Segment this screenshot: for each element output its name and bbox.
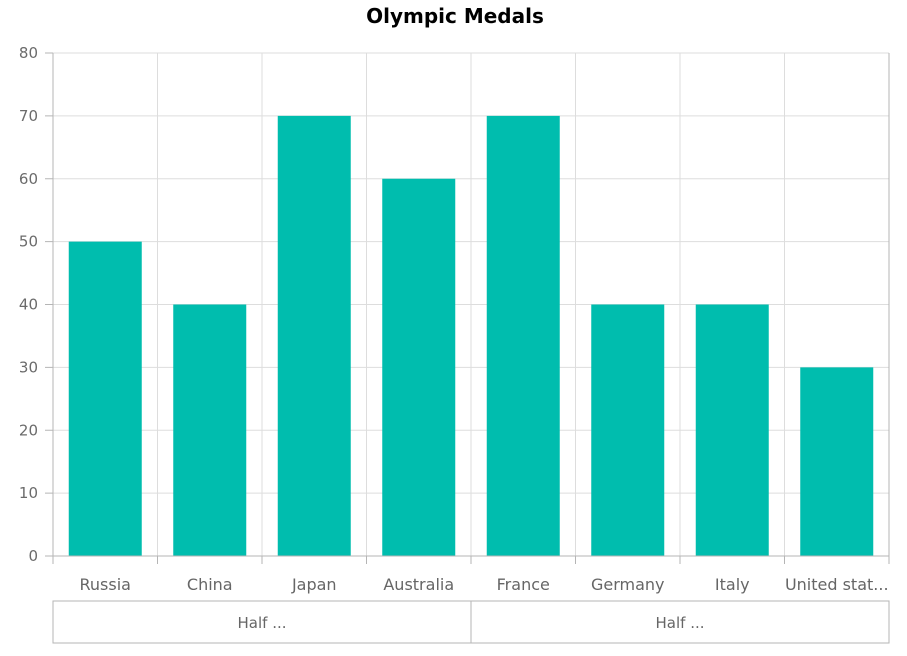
y-tick-label: 10: [19, 484, 38, 502]
x-tick-label: Russia: [80, 575, 131, 594]
y-tick-label: 0: [28, 547, 38, 565]
x-tick-label: Italy: [715, 575, 750, 594]
y-tick-label: 30: [19, 358, 38, 376]
x-tick-label: Germany: [591, 575, 665, 594]
x-tick-label: China: [187, 575, 233, 594]
bar: [486, 115, 560, 556]
axes: [45, 52, 890, 644]
y-tick-label: 40: [19, 296, 38, 314]
bar: [173, 304, 247, 556]
bar: [382, 178, 456, 556]
y-tick-label: 50: [19, 233, 38, 251]
bar: [277, 115, 351, 556]
group-label: Half ...: [238, 614, 287, 632]
axis-labels: 0 10 20 30 40 50 60 70 80 Russia China Japan Austral…: [19, 44, 889, 632]
chart-title: Olympic Medals: [366, 4, 544, 28]
bar: [800, 367, 874, 556]
y-tick-label: 20: [19, 421, 38, 439]
group-box: [470, 600, 890, 644]
bar: [591, 304, 665, 556]
grid-lines: [53, 52, 889, 556]
y-tick-label: 60: [19, 170, 38, 188]
x-tick-label: France: [497, 575, 550, 594]
x-tick-label: Australia: [383, 575, 454, 594]
bar: [68, 241, 142, 556]
y-tick-label: 70: [19, 107, 38, 125]
group-label: Half ...: [656, 614, 705, 632]
x-tick-label: Japan: [291, 575, 337, 594]
y-tick-label: 80: [19, 44, 38, 62]
bar: [695, 304, 769, 556]
x-tick-label: United stat...: [785, 575, 889, 594]
bars: [68, 115, 874, 556]
